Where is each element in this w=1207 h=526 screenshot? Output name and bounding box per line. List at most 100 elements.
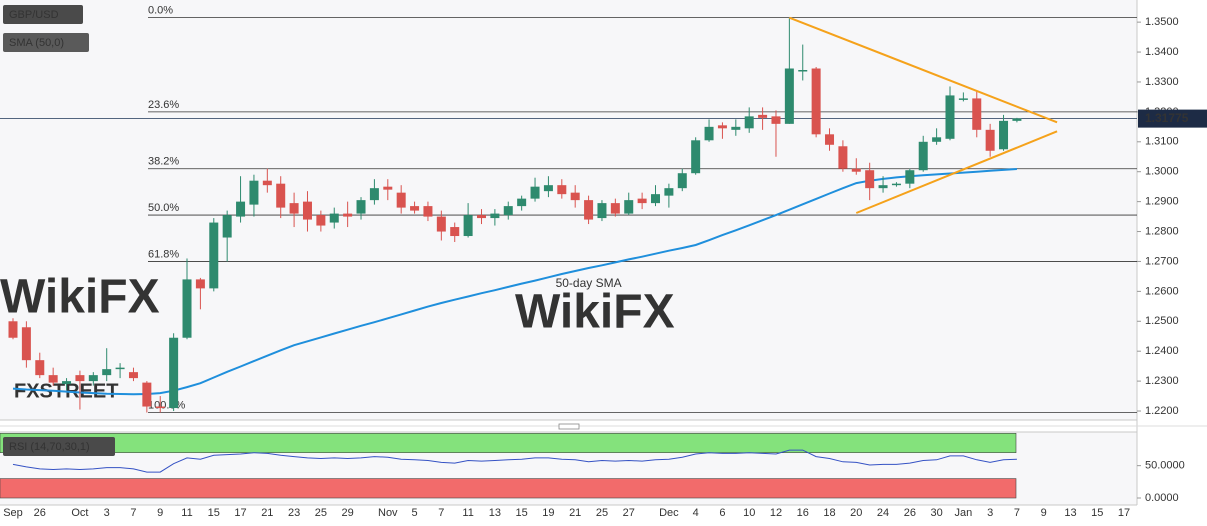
trendline: [855, 130, 1058, 214]
rsi-tick-label: 0.0000: [1145, 492, 1179, 504]
candle-body: [236, 201, 246, 217]
layers: WikiFX WikiFXFXSTREET1.22001.23001.24001.…: [0, 5, 1207, 519]
fib-label: 0.0%: [148, 5, 173, 17]
y-tick-label: 1.3300: [1145, 76, 1179, 88]
x-tick-label: 3: [987, 507, 993, 519]
x-tick-label: 25: [315, 507, 327, 519]
y-tick-label: 1.3400: [1145, 46, 1179, 58]
fib-label: 100.0%: [148, 399, 186, 411]
x-tick-label: 7: [438, 507, 444, 519]
candle-body: [557, 185, 567, 195]
candle-body: [744, 116, 754, 129]
candle-body: [316, 215, 326, 226]
candle-body: [811, 68, 821, 135]
candle-body: [369, 188, 379, 201]
candle-body: [584, 200, 594, 220]
candle-body: [597, 203, 607, 219]
indicator-label: SMA (50,0): [9, 37, 64, 49]
resize-handle[interactable]: [558, 423, 580, 430]
candle-body: [985, 129, 995, 151]
y-tick-label: 1.2700: [1145, 255, 1179, 267]
candle-body: [958, 98, 968, 100]
candle-body: [128, 372, 138, 379]
candle-body: [490, 213, 500, 219]
sma-line: [12, 168, 1017, 396]
x-tick-label: 9: [157, 507, 163, 519]
candle-body: [21, 327, 31, 361]
candle-body: [289, 203, 299, 214]
x-tick-label: 17: [1118, 507, 1130, 519]
x-tick-label: 17: [234, 507, 246, 519]
candle-body: [1012, 118, 1022, 121]
candle-body: [396, 192, 406, 208]
candle-body: [624, 200, 634, 214]
x-tick-label: 24: [877, 507, 889, 519]
candle-body: [784, 68, 794, 124]
indicator-label: RSI (14,70,30,1): [9, 441, 90, 453]
y-tick-label: 1.2900: [1145, 196, 1179, 208]
candle-body: [142, 382, 152, 407]
x-tick-label: 13: [489, 507, 501, 519]
candle-body: [222, 215, 232, 238]
candle-body: [463, 215, 473, 237]
x-tick-label: 5: [412, 507, 418, 519]
last-price-box: [1138, 109, 1207, 128]
plot-background: [0, 0, 1137, 420]
candle-body: [276, 183, 286, 208]
candle-body: [195, 279, 205, 289]
candle-body: [8, 321, 18, 338]
label-box: [3, 437, 115, 456]
y-tick-label: 1.2600: [1145, 285, 1179, 297]
x-tick-label: 6: [719, 507, 725, 519]
x-tick-label: 7: [1014, 507, 1020, 519]
candle-body: [249, 180, 259, 205]
candle-body: [717, 125, 727, 129]
x-tick-label: 18: [823, 507, 835, 519]
x-tick-label: 21: [261, 507, 273, 519]
x-tick-label: Jan: [954, 507, 972, 519]
y-tick-label: 1.2400: [1145, 345, 1179, 357]
candle-body: [450, 227, 460, 237]
candle-body: [677, 173, 687, 189]
candle-body: [932, 137, 942, 142]
candle-body: [530, 186, 540, 199]
sma-annotation: 50-day SMA: [556, 276, 622, 290]
candle-body: [517, 198, 527, 207]
candle-body: [383, 186, 393, 190]
candle-body: [851, 168, 861, 172]
y-tick-label: 1.2300: [1145, 375, 1179, 387]
rsi-band: [0, 478, 1017, 499]
x-tick-label: 15: [208, 507, 220, 519]
candle-body: [35, 360, 45, 376]
candle-body: [771, 116, 781, 124]
candle-body: [436, 216, 446, 232]
candle-body: [825, 134, 835, 145]
rsi-tick-label: 50.0000: [1145, 460, 1185, 472]
y-tick-label: 1.2200: [1145, 405, 1179, 417]
candle-body: [637, 198, 647, 204]
x-tick-label: 20: [850, 507, 862, 519]
candle-body: [88, 375, 98, 382]
x-tick-label: 13: [1064, 507, 1076, 519]
x-tick-label: 10: [743, 507, 755, 519]
fib-label: 61.8%: [148, 248, 179, 260]
candle-body: [356, 200, 366, 214]
x-tick-label: 11: [181, 507, 192, 519]
x-tick-label: 11: [462, 507, 473, 519]
fib-label: 50.0%: [148, 202, 179, 214]
rsi-line: [12, 449, 1017, 473]
x-tick-label: 3: [104, 507, 110, 519]
candle-body: [838, 146, 848, 169]
candle-body: [945, 95, 955, 139]
label-box: [3, 33, 89, 52]
x-tick-label: 15: [1091, 507, 1103, 519]
indicator-label: GBP/USD: [9, 9, 59, 21]
x-tick-label: 16: [797, 507, 809, 519]
fib-label: 38.2%: [148, 156, 179, 168]
candle-body: [476, 215, 486, 219]
y-tick-label: 1.2500: [1145, 315, 1179, 327]
candle-body: [503, 206, 513, 216]
candle-body: [731, 126, 741, 130]
candle-body: [972, 98, 982, 130]
x-tick-label: 26: [34, 507, 46, 519]
